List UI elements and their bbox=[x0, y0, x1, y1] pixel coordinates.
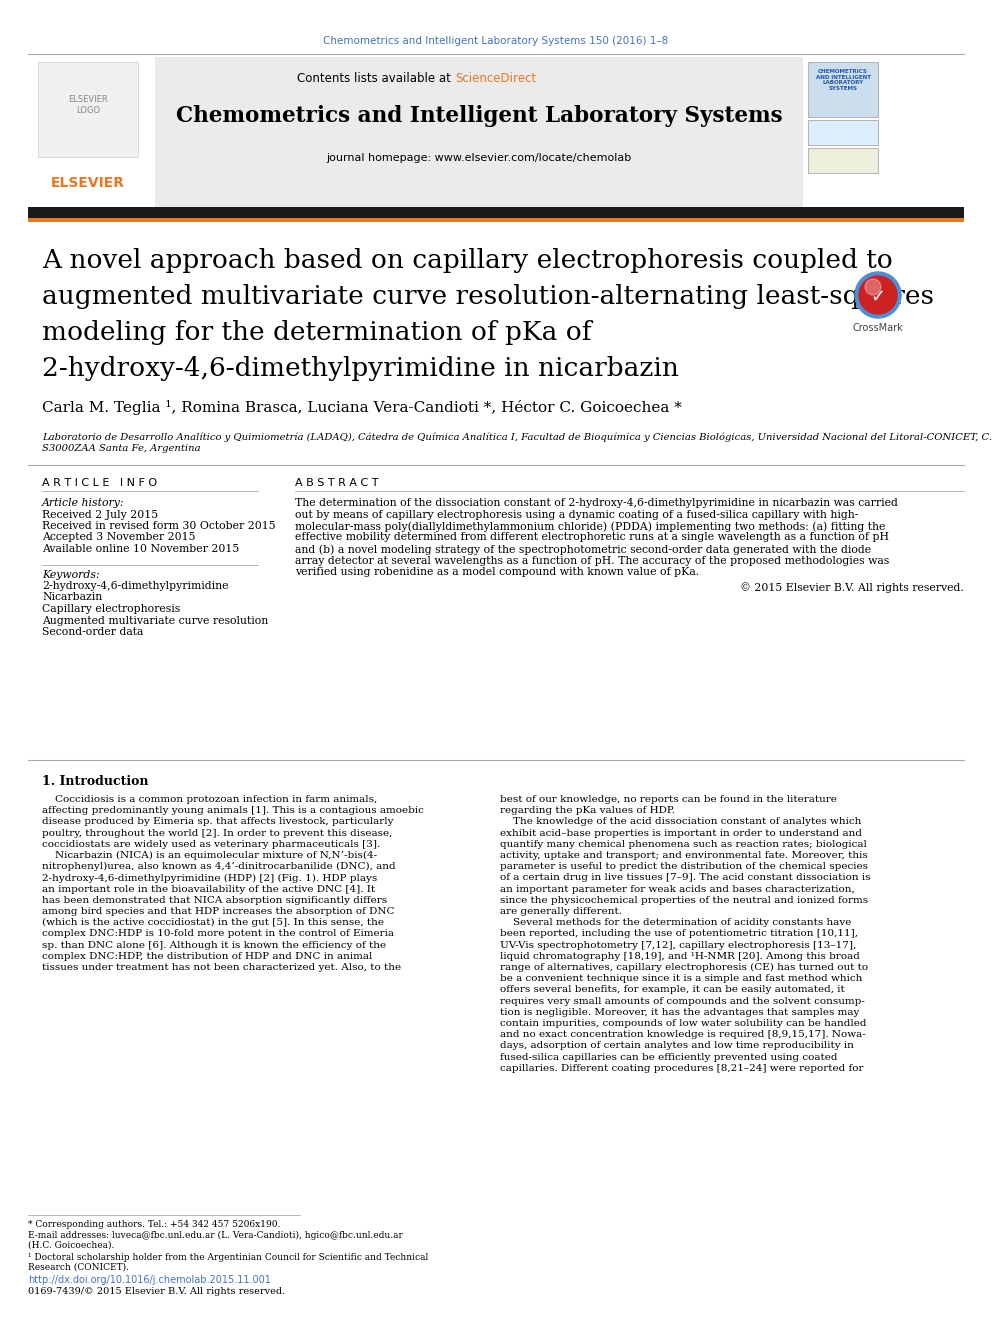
Text: A B S T R A C T: A B S T R A C T bbox=[295, 478, 379, 488]
Text: Research (CONICET).: Research (CONICET). bbox=[28, 1263, 129, 1271]
Text: Coccidiosis is a common protozoan infection in farm animals,: Coccidiosis is a common protozoan infect… bbox=[42, 795, 377, 804]
Bar bbox=[808, 148, 878, 173]
Text: journal homepage: www.elsevier.com/locate/chemolab: journal homepage: www.elsevier.com/locat… bbox=[326, 153, 632, 163]
Text: affecting predominantly young animals [1]. This is a contagious amoebic: affecting predominantly young animals [1… bbox=[42, 806, 424, 815]
Text: poultry, throughout the world [2]. In order to prevent this disease,: poultry, throughout the world [2]. In or… bbox=[42, 828, 393, 837]
Text: contain impurities, compounds of low water solubility can be handled: contain impurities, compounds of low wat… bbox=[500, 1019, 866, 1028]
Text: capillaries. Different coating procedures [8,21–24] were reported for: capillaries. Different coating procedure… bbox=[500, 1064, 863, 1073]
Text: has been demonstrated that NICA absorption significantly differs: has been demonstrated that NICA absorpti… bbox=[42, 896, 387, 905]
Text: ELSEVIER
LOGO: ELSEVIER LOGO bbox=[68, 95, 108, 115]
Text: The knowledge of the acid dissociation constant of analytes which: The knowledge of the acid dissociation c… bbox=[500, 818, 861, 827]
Text: CHEMOMETRICS
AND INTELLIGENT
LABORATORY
SYSTEMS: CHEMOMETRICS AND INTELLIGENT LABORATORY … bbox=[815, 69, 871, 91]
Text: sp. than DNC alone [6]. Although it is known the efficiency of the: sp. than DNC alone [6]. Although it is k… bbox=[42, 941, 386, 950]
Text: Nicarbazin (NICA) is an equimolecular mixture of N,N’-bis(4-: Nicarbazin (NICA) is an equimolecular mi… bbox=[42, 851, 377, 860]
Bar bbox=[38, 62, 138, 157]
Text: Laboratorio de Desarrollo Analítico y Quimiometría (LADAQ), Cátedra de Química A: Laboratorio de Desarrollo Analítico y Qu… bbox=[42, 433, 992, 442]
Text: and no exact concentration knowledge is required [8,9,15,17]. Nowa-: and no exact concentration knowledge is … bbox=[500, 1031, 866, 1039]
Text: an important role in the bioavailability of the active DNC [4]. It: an important role in the bioavailability… bbox=[42, 885, 375, 893]
Text: Accepted 3 November 2015: Accepted 3 November 2015 bbox=[42, 532, 195, 542]
Text: effective mobility determined from different electrophoretic runs at a single wa: effective mobility determined from diffe… bbox=[295, 532, 889, 542]
Text: Contents lists available at: Contents lists available at bbox=[298, 71, 455, 85]
Text: Second-order data: Second-order data bbox=[42, 627, 144, 636]
Text: molecular-mass poly(diallyldimethylammonium chloride) (PDDA) implementing two me: molecular-mass poly(diallyldimethylammon… bbox=[295, 521, 886, 532]
Circle shape bbox=[865, 279, 881, 295]
Text: 2-hydroxy-4,6-dimethylpyrimidine (HDP) [2] (Fig. 1). HDP plays: 2-hydroxy-4,6-dimethylpyrimidine (HDP) [… bbox=[42, 873, 377, 882]
Text: (H.C. Goicoechea).: (H.C. Goicoechea). bbox=[28, 1241, 114, 1250]
Text: A R T I C L E   I N F O: A R T I C L E I N F O bbox=[42, 478, 157, 488]
Text: regarding the pKa values of HDP.: regarding the pKa values of HDP. bbox=[500, 806, 675, 815]
Circle shape bbox=[855, 273, 901, 318]
Text: ✓: ✓ bbox=[870, 288, 886, 306]
Text: Several methods for the determination of acidity constants have: Several methods for the determination of… bbox=[500, 918, 851, 927]
Text: UV-Vis spectrophotometry [7,12], capillary electrophoresis [13–17],: UV-Vis spectrophotometry [7,12], capilla… bbox=[500, 941, 856, 950]
Text: best of our knowledge, no reports can be found in the literature: best of our knowledge, no reports can be… bbox=[500, 795, 837, 804]
Text: are generally different.: are generally different. bbox=[500, 908, 622, 916]
Bar bbox=[803, 57, 964, 206]
Text: http://dx.doi.org/10.1016/j.chemolab.2015.11.001: http://dx.doi.org/10.1016/j.chemolab.201… bbox=[28, 1275, 271, 1285]
Text: array detector at several wavelengths as a function of pH. The accuracy of the p: array detector at several wavelengths as… bbox=[295, 556, 889, 565]
Text: S3000ZAA Santa Fe, Argentina: S3000ZAA Santa Fe, Argentina bbox=[42, 445, 200, 452]
Text: complex DNC:HDP is 10-fold more potent in the control of Eimeria: complex DNC:HDP is 10-fold more potent i… bbox=[42, 929, 394, 938]
Text: 0169-7439/© 2015 Elsevier B.V. All rights reserved.: 0169-7439/© 2015 Elsevier B.V. All right… bbox=[28, 1287, 286, 1297]
Text: 2-hydroxy-4,6-dimethylpyrimidine: 2-hydroxy-4,6-dimethylpyrimidine bbox=[42, 581, 228, 591]
Text: The determination of the dissociation constant of 2-hydroxy-4,6-dimethylpyrimidi: The determination of the dissociation co… bbox=[295, 497, 898, 508]
Text: been reported, including the use of potentiometric titration [10,11],: been reported, including the use of pote… bbox=[500, 929, 858, 938]
Text: tissues under treatment has not been characterized yet. Also, to the: tissues under treatment has not been cha… bbox=[42, 963, 401, 972]
Text: quantify many chemical phenomena such as reaction rates; biological: quantify many chemical phenomena such as… bbox=[500, 840, 867, 849]
Text: Chemometrics and Intelligent Laboratory Systems: Chemometrics and Intelligent Laboratory … bbox=[176, 105, 783, 127]
Bar bbox=[28, 57, 155, 206]
Text: * Corresponding authors. Tel.: +54 342 457 5206x190.: * Corresponding authors. Tel.: +54 342 4… bbox=[28, 1220, 281, 1229]
Text: Nicarbazin: Nicarbazin bbox=[42, 593, 102, 602]
Text: Received 2 July 2015: Received 2 July 2015 bbox=[42, 509, 158, 520]
Circle shape bbox=[859, 277, 897, 314]
Text: ScienceDirect: ScienceDirect bbox=[455, 71, 536, 85]
Text: tion is negligible. Moreover, it has the advantages that samples may: tion is negligible. Moreover, it has the… bbox=[500, 1008, 859, 1017]
Text: exhibit acid–base properties is important in order to understand and: exhibit acid–base properties is importan… bbox=[500, 828, 862, 837]
Text: offers several benefits, for example, it can be easily automated, it: offers several benefits, for example, it… bbox=[500, 986, 845, 995]
Bar bbox=[155, 57, 803, 206]
Text: range of alternatives, capillary electrophoresis (CE) has turned out to: range of alternatives, capillary electro… bbox=[500, 963, 868, 972]
Text: A novel approach based on capillary electrophoresis coupled to: A novel approach based on capillary elec… bbox=[42, 247, 893, 273]
Text: since the physicochemical properties of the neutral and ionized forms: since the physicochemical properties of … bbox=[500, 896, 868, 905]
Text: requires very small amounts of compounds and the solvent consump-: requires very small amounts of compounds… bbox=[500, 996, 865, 1005]
Text: ¹ Doctoral scholarship holder from the Argentinian Council for Scientific and Te: ¹ Doctoral scholarship holder from the A… bbox=[28, 1253, 429, 1262]
Text: Augmented multivariate curve resolution: Augmented multivariate curve resolution bbox=[42, 615, 268, 626]
Text: liquid chromatography [18,19], and ¹H-NMR [20]. Among this broad: liquid chromatography [18,19], and ¹H-NM… bbox=[500, 951, 860, 960]
Text: Chemometrics and Intelligent Laboratory Systems 150 (2016) 1–8: Chemometrics and Intelligent Laboratory … bbox=[323, 36, 669, 46]
Text: complex DNC:HDP, the distribution of HDP and DNC in animal: complex DNC:HDP, the distribution of HDP… bbox=[42, 951, 372, 960]
Text: Available online 10 November 2015: Available online 10 November 2015 bbox=[42, 544, 239, 554]
Text: (which is the active coccidiostat) in the gut [5]. In this sense, the: (which is the active coccidiostat) in th… bbox=[42, 918, 384, 927]
Text: nitrophenyl)urea, also known as 4,4’-dinitrocarbanilide (DNC), and: nitrophenyl)urea, also known as 4,4’-din… bbox=[42, 863, 396, 872]
Bar bbox=[28, 218, 964, 222]
Text: ELSEVIER: ELSEVIER bbox=[51, 176, 125, 191]
Text: an important parameter for weak acids and bases characterization,: an important parameter for weak acids an… bbox=[500, 885, 855, 893]
Text: disease produced by Eimeria sp. that affects livestock, particularly: disease produced by Eimeria sp. that aff… bbox=[42, 818, 394, 827]
Bar bbox=[808, 120, 878, 146]
Text: Article history:: Article history: bbox=[42, 497, 125, 508]
Bar bbox=[808, 62, 878, 116]
Text: coccidiostats are widely used as veterinary pharmaceuticals [3].: coccidiostats are widely used as veterin… bbox=[42, 840, 380, 849]
Text: verified using robenidine as a model compound with known value of pKa.: verified using robenidine as a model com… bbox=[295, 568, 699, 577]
Text: © 2015 Elsevier B.V. All rights reserved.: © 2015 Elsevier B.V. All rights reserved… bbox=[740, 582, 964, 593]
Bar bbox=[28, 206, 964, 218]
Text: out by means of capillary electrophoresis using a dynamic coating of a fused-sil: out by means of capillary electrophoresi… bbox=[295, 509, 858, 520]
Text: activity, uptake and transport; and environmental fate. Moreover, this: activity, uptake and transport; and envi… bbox=[500, 851, 868, 860]
Text: 2-hydroxy-4,6-dimethylpyrimidine in nicarbazin: 2-hydroxy-4,6-dimethylpyrimidine in nica… bbox=[42, 356, 679, 381]
Text: of a certain drug in live tissues [7–9]. The acid constant dissociation is: of a certain drug in live tissues [7–9].… bbox=[500, 873, 871, 882]
Text: Carla M. Teglia ¹, Romina Brasca, Luciana Vera-Candioti *, Héctor C. Goicoechea : Carla M. Teglia ¹, Romina Brasca, Lucian… bbox=[42, 400, 682, 415]
Text: fused-silica capillaries can be efficiently prevented using coated: fused-silica capillaries can be efficien… bbox=[500, 1053, 837, 1061]
Text: Received in revised form 30 October 2015: Received in revised form 30 October 2015 bbox=[42, 521, 276, 531]
Text: parameter is useful to predict the distribution of the chemical species: parameter is useful to predict the distr… bbox=[500, 863, 868, 872]
Text: modeling for the determination of pKa of: modeling for the determination of pKa of bbox=[42, 320, 591, 345]
Text: days, adsorption of certain analytes and low time reproducibility in: days, adsorption of certain analytes and… bbox=[500, 1041, 854, 1050]
Text: Capillary electrophoresis: Capillary electrophoresis bbox=[42, 605, 181, 614]
Text: be a convenient technique since it is a simple and fast method which: be a convenient technique since it is a … bbox=[500, 974, 862, 983]
Text: CrossMark: CrossMark bbox=[853, 323, 904, 333]
Text: among bird species and that HDP increases the absorption of DNC: among bird species and that HDP increase… bbox=[42, 908, 395, 916]
Text: 1. Introduction: 1. Introduction bbox=[42, 775, 149, 789]
Text: and (b) a novel modeling strategy of the spectrophotometric second-order data ge: and (b) a novel modeling strategy of the… bbox=[295, 544, 871, 554]
Text: augmented multivariate curve resolution-alternating least-squares: augmented multivariate curve resolution-… bbox=[42, 284, 934, 310]
Text: E-mail addresses: luveca@fbc.unl.edu.ar (L. Vera-Candioti), hgico@fbc.unl.edu.ar: E-mail addresses: luveca@fbc.unl.edu.ar … bbox=[28, 1230, 403, 1240]
Text: Keywords:: Keywords: bbox=[42, 569, 99, 579]
